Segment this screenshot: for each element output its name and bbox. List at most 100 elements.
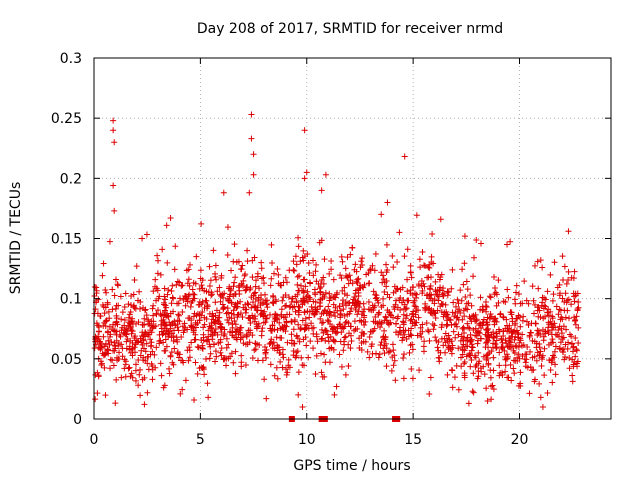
data-point	[531, 353, 538, 360]
data-point	[557, 290, 564, 297]
data-point	[549, 297, 556, 304]
data-point	[144, 360, 151, 367]
data-point	[129, 345, 136, 352]
data-point	[227, 291, 234, 298]
x-tick-label: 20	[511, 432, 529, 448]
data-point	[556, 323, 563, 330]
data-point	[275, 271, 282, 278]
data-point	[107, 365, 114, 372]
data-point	[504, 241, 511, 248]
data-point	[322, 327, 329, 334]
data-point	[252, 340, 259, 347]
data-point	[140, 331, 147, 338]
data-point	[357, 264, 364, 271]
data-point	[303, 169, 310, 176]
data-point	[279, 297, 286, 304]
data-point	[201, 371, 208, 378]
data-point	[254, 273, 261, 280]
data-point	[109, 326, 116, 333]
data-point	[92, 333, 99, 340]
data-point	[464, 343, 471, 350]
data-point	[467, 292, 474, 299]
data-point	[228, 299, 235, 306]
data-point	[555, 311, 562, 318]
data-point	[188, 322, 195, 329]
data-point	[572, 321, 579, 328]
data-point	[511, 296, 518, 303]
data-point	[252, 346, 259, 353]
data-point	[203, 316, 210, 323]
data-point	[152, 276, 159, 283]
data-point	[320, 274, 327, 281]
data-point	[117, 293, 124, 300]
data-point	[250, 299, 257, 306]
data-point	[324, 331, 331, 338]
data-point	[126, 346, 133, 353]
data-point	[566, 315, 573, 322]
data-point	[176, 318, 183, 325]
data-point	[383, 283, 390, 290]
data-point	[517, 323, 524, 330]
data-point	[496, 349, 503, 356]
data-point	[417, 324, 424, 331]
data-point	[320, 280, 327, 287]
data-point	[317, 296, 324, 303]
data-point	[269, 259, 276, 266]
data-point	[477, 294, 484, 301]
data-point	[190, 291, 197, 298]
data-point	[216, 284, 223, 291]
data-point	[232, 274, 239, 281]
data-point	[245, 314, 252, 321]
data-point	[184, 298, 191, 305]
data-point	[345, 341, 352, 348]
data-point	[409, 375, 416, 382]
data-point	[490, 386, 497, 393]
data-point	[467, 338, 474, 345]
data-point	[460, 281, 467, 288]
data-point	[192, 359, 199, 366]
data-point	[406, 349, 413, 356]
data-point	[210, 316, 217, 323]
data-point	[420, 343, 427, 350]
data-point	[407, 269, 414, 276]
data-point	[297, 258, 304, 265]
data-point	[135, 338, 142, 345]
data-point	[551, 259, 558, 266]
data-point	[453, 362, 460, 369]
data-point	[383, 261, 390, 268]
data-point	[502, 337, 509, 344]
data-point	[135, 382, 142, 389]
data-point	[214, 317, 221, 324]
data-point	[132, 367, 139, 374]
data-point	[507, 238, 514, 245]
data-point	[224, 224, 231, 231]
data-point	[252, 289, 259, 296]
data-point	[322, 337, 329, 344]
data-point	[480, 363, 487, 370]
data-point	[300, 247, 307, 254]
data-point	[438, 335, 445, 342]
data-point	[321, 308, 328, 315]
data-point	[536, 380, 543, 387]
data-point	[493, 330, 500, 337]
data-point	[281, 324, 288, 331]
data-point	[394, 259, 401, 266]
data-point	[237, 329, 244, 336]
data-point	[398, 299, 405, 306]
data-point	[180, 296, 187, 303]
data-point	[365, 280, 372, 287]
data-point	[236, 291, 243, 298]
data-point	[459, 316, 466, 323]
data-point	[139, 341, 146, 348]
data-point	[131, 276, 138, 283]
data-point	[474, 340, 481, 347]
data-point	[123, 325, 130, 332]
data-point	[381, 279, 388, 286]
data-point	[106, 238, 113, 245]
data-point	[164, 291, 171, 298]
data-point	[193, 312, 200, 319]
data-point	[279, 346, 286, 353]
data-point	[179, 386, 186, 393]
data-point	[255, 294, 262, 301]
data-point	[299, 362, 306, 369]
